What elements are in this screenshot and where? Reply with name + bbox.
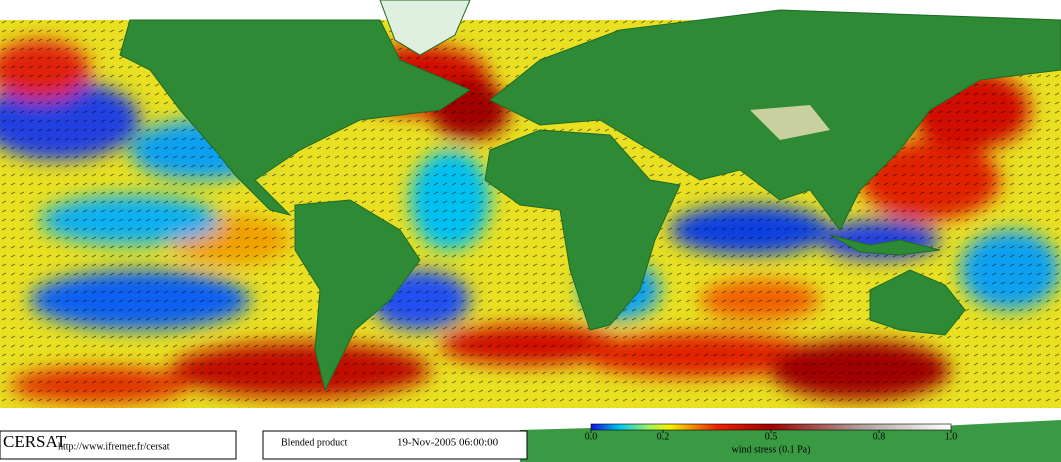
info-box	[262, 430, 528, 460]
logo-box	[0, 430, 237, 460]
tibet	[750, 105, 830, 140]
indonesia	[829, 234, 941, 256]
antarctic-coast	[520, 420, 1061, 462]
colorbar-tick-label: 1.0	[945, 431, 958, 442]
url: http://www.ifremer.fr/cersat	[58, 441, 170, 452]
colorbar-tick-label: 0.5	[765, 431, 778, 442]
logo: CERSAT	[3, 432, 67, 451]
colorbar-tick-label: 0.2	[657, 431, 670, 442]
footer: CERSAT http://www.ifremer.fr/cersat Blen…	[0, 423, 952, 460]
timestamp: 19-Nov-2005 06:00:00	[397, 437, 499, 449]
colorbar-label: wind stress (0.1 Pa)	[732, 444, 811, 455]
colorbar	[590, 423, 952, 431]
colorbar-tick-label: 0.0	[585, 431, 598, 442]
greenland	[379, 0, 471, 56]
north-america	[119, 19, 472, 216]
africa	[484, 129, 681, 331]
colorbar-tick-label: 0.8	[873, 431, 886, 442]
australia	[869, 269, 966, 336]
product: Blended product	[281, 437, 348, 448]
land	[119, 0, 1061, 392]
south-america	[294, 199, 421, 392]
